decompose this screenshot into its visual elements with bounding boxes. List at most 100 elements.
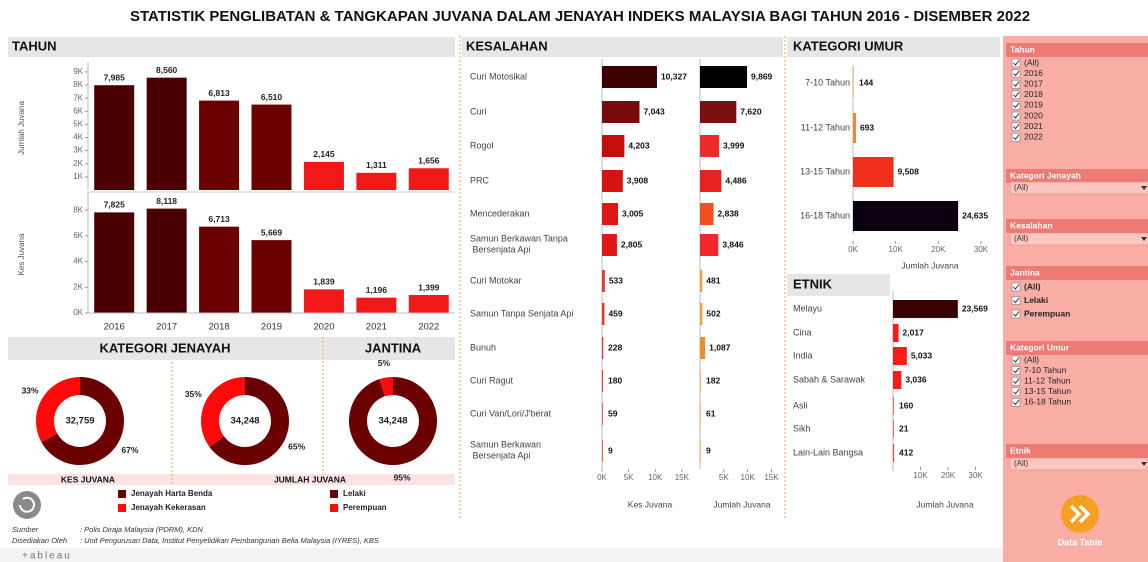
- bar: [700, 203, 714, 225]
- y-axis-label: Jumlah Juvana: [17, 101, 26, 155]
- bar: [602, 135, 625, 157]
- value-label: 6,713: [208, 214, 230, 224]
- value-label: 4,486: [725, 175, 747, 185]
- x-tick-label: 2018: [209, 322, 230, 333]
- value-label: 7,825: [104, 200, 126, 210]
- value-label: 21: [899, 423, 909, 433]
- x-tick-label: 30K: [968, 471, 983, 480]
- bar: [602, 170, 623, 192]
- donut-center: [55, 396, 105, 446]
- bar: [356, 297, 397, 313]
- dropdown[interactable]: [1009, 232, 1148, 246]
- bar: [700, 403, 701, 425]
- filter-option[interactable]: Lelaki: [1024, 295, 1048, 305]
- value-label: 61: [706, 408, 716, 418]
- checkbox[interactable]: [1011, 69, 1021, 78]
- bar: [853, 201, 959, 231]
- y-axis-label: Kes Juvana: [17, 233, 26, 275]
- y-tick-label: 8K: [73, 80, 83, 89]
- bar: [602, 337, 604, 359]
- dropdown[interactable]: [1009, 181, 1148, 195]
- value-label: 1,311: [366, 160, 387, 170]
- checkbox[interactable]: [1011, 111, 1021, 121]
- dropdown[interactable]: [1009, 457, 1148, 471]
- category-label: Melayu: [793, 303, 822, 313]
- center-label: 34,248: [230, 416, 259, 427]
- checkbox[interactable]: [1011, 296, 1021, 305]
- bar: [853, 68, 854, 98]
- filter-option[interactable]: 2016: [1024, 68, 1043, 78]
- filter-option[interactable]: 16-18 Tahun: [1024, 397, 1071, 407]
- dropdown-value[interactable]: (All): [1014, 183, 1029, 192]
- filter-title: Jantina: [1010, 267, 1040, 277]
- dropdown-arrow: [1141, 186, 1147, 190]
- button-label[interactable]: Data Table: [1058, 537, 1103, 547]
- value-label: 6,813: [208, 88, 230, 98]
- filter-option[interactable]: Perempuan: [1024, 308, 1070, 318]
- filter-option[interactable]: 2017: [1024, 78, 1043, 88]
- section-header: [462, 37, 783, 57]
- bar: [199, 226, 240, 313]
- value-label: 481: [706, 275, 720, 285]
- section-header: [787, 37, 1000, 57]
- filter-option[interactable]: (All): [1024, 57, 1039, 67]
- y-tick-label: 5K: [73, 120, 83, 129]
- filter-header: [1006, 219, 1148, 233]
- value-label: 5,033: [911, 350, 933, 360]
- center-label: 34,248: [378, 416, 407, 427]
- check-mark: [1013, 70, 1020, 77]
- filter-panel: [1003, 36, 1148, 562]
- category-label: Sikh: [793, 423, 811, 433]
- x-tick-label: 5K: [719, 473, 729, 482]
- y-tick-label: 3K: [73, 146, 83, 155]
- checkbox[interactable]: [1011, 398, 1021, 407]
- x-tick-label: 0K: [848, 245, 858, 254]
- checkbox[interactable]: [1011, 355, 1021, 365]
- check-mark: [1013, 102, 1020, 109]
- checkbox[interactable]: [1011, 122, 1021, 131]
- filter-option[interactable]: 2020: [1024, 110, 1043, 120]
- checkbox[interactable]: [1011, 282, 1021, 292]
- checkbox[interactable]: [1011, 79, 1021, 89]
- filter-option[interactable]: 11-12 Tahun: [1024, 375, 1071, 385]
- x-tick-label: 10K: [648, 473, 663, 482]
- filter-option[interactable]: 2019: [1024, 100, 1043, 110]
- bar: [303, 289, 344, 313]
- checkbox[interactable]: [1011, 376, 1021, 386]
- value-label: 35%: [185, 389, 202, 399]
- reset-icon[interactable]: [13, 491, 41, 519]
- button-icon: [1069, 504, 1091, 524]
- filter-option[interactable]: (All): [1024, 354, 1039, 364]
- filter-option[interactable]: 2018: [1024, 89, 1043, 99]
- checkbox[interactable]: [1011, 309, 1021, 319]
- value-label: 412: [899, 447, 913, 457]
- checkbox[interactable]: [1011, 90, 1021, 100]
- category-label: Curi Motokar: [470, 275, 522, 285]
- donut-slice: [348, 377, 437, 465]
- value-label: 3,005: [622, 208, 644, 218]
- checkbox[interactable]: [1011, 58, 1021, 68]
- filter-title: Kesalahan: [1010, 220, 1053, 230]
- bar: [700, 270, 703, 292]
- checkbox[interactable]: [1011, 132, 1021, 142]
- x-tick-label: 10K: [741, 473, 756, 482]
- category-label: Samun Berkawan Tanpa Bersenjata Api: [470, 234, 568, 255]
- checkbox[interactable]: [1011, 387, 1021, 397]
- filter-option[interactable]: (All): [1024, 281, 1041, 291]
- x-tick-label: 2021: [366, 322, 387, 333]
- filter-option[interactable]: 7-10 Tahun: [1024, 365, 1067, 375]
- filter-option[interactable]: 2021: [1024, 121, 1043, 131]
- filter-option[interactable]: 2022: [1024, 131, 1043, 141]
- x-tick-label: 10K: [889, 245, 904, 254]
- bar: [251, 240, 292, 313]
- checkbox[interactable]: [1011, 366, 1021, 375]
- check-mark: [1013, 60, 1020, 66]
- checkbox[interactable]: [1011, 101, 1021, 110]
- dropdown-value[interactable]: (All): [1014, 459, 1029, 468]
- value-label: 10,327: [661, 71, 687, 81]
- dropdown-value[interactable]: (All): [1014, 234, 1029, 243]
- filter-title: Tahun: [1010, 44, 1035, 54]
- filter-option[interactable]: 13-15 Tahun: [1024, 386, 1071, 396]
- bar: [602, 234, 617, 256]
